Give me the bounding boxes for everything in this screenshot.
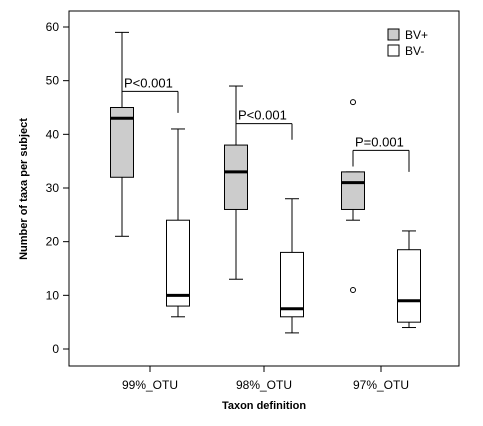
- legend-swatch-bv-plus: [387, 28, 400, 41]
- x-axis-title: Taxon definition: [222, 400, 306, 412]
- legend: BV+ BV-: [387, 28, 428, 58]
- annotations: P<0.001 P<0.001 P=0.001: [121, 75, 410, 172]
- x-tick-label: 97%_OTU: [353, 378, 409, 392]
- box-iqr: [280, 251, 304, 318]
- legend-label-bv-plus: BV+: [405, 28, 428, 42]
- box-iqr: [397, 249, 421, 323]
- p-value-label: P<0.001: [238, 108, 287, 123]
- outlier-point: [350, 286, 356, 293]
- boxes: [110, 31, 421, 334]
- box-iqr: [341, 171, 365, 210]
- p-value-label: P<0.001: [124, 75, 173, 90]
- y-tick-label: 30: [46, 181, 60, 195]
- p-value-label: P=0.001: [355, 134, 404, 149]
- legend-swatch-bv-minus: [387, 44, 400, 57]
- y-tick-label: 20: [46, 235, 60, 249]
- y-axis-title: Number of taxa per subject: [18, 118, 30, 260]
- x-tick-label: 99%_OTU: [122, 378, 178, 392]
- x-axis: 99%_OTU 98%_OTU 97%_OTU: [122, 366, 409, 392]
- x-tick-label: 98%_OTU: [236, 378, 292, 392]
- box-iqr: [166, 219, 190, 307]
- y-tick-label: 40: [46, 127, 60, 141]
- y-tick-label: 0: [52, 342, 59, 356]
- box-iqr: [110, 106, 134, 178]
- y-tick-label: 10: [46, 288, 60, 302]
- outlier-point: [350, 99, 356, 106]
- box-iqr: [224, 144, 248, 210]
- y-tick-label: 50: [46, 74, 60, 88]
- y-axis: 0 10 20 30 40 50 60: [46, 20, 69, 356]
- y-tick-label: 60: [46, 20, 60, 34]
- legend-label-bv-minus: BV-: [405, 44, 424, 58]
